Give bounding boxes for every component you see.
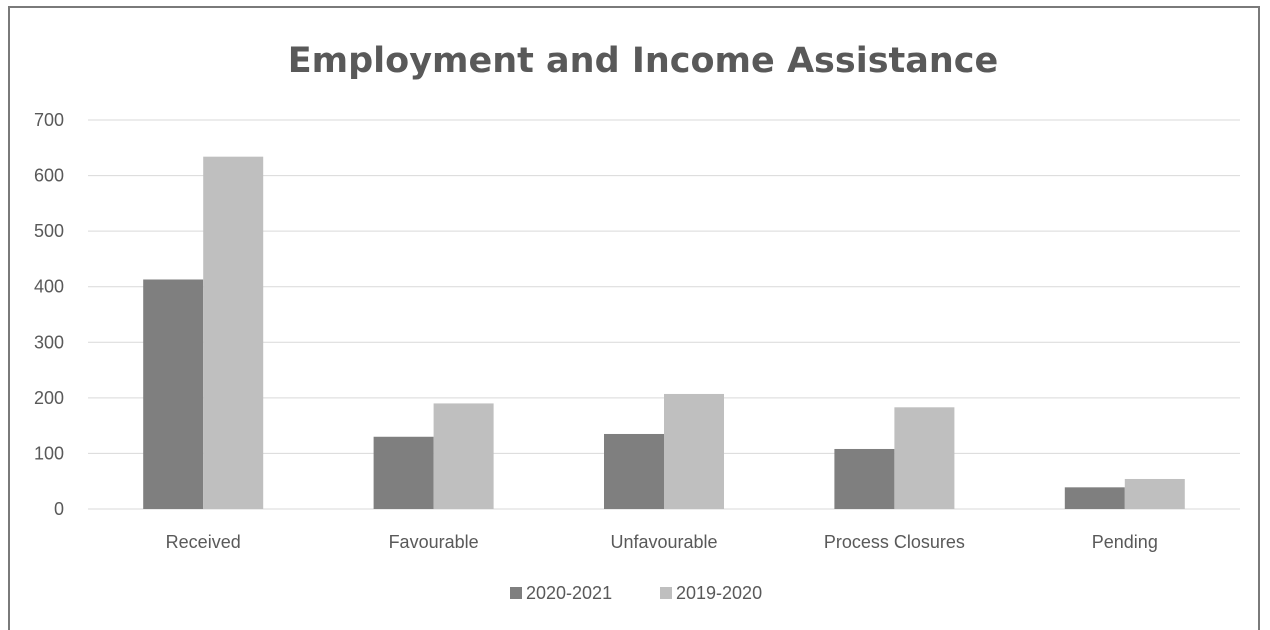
bar-favourable-2020-2021 bbox=[373, 436, 434, 509]
bar-pending-2019-2020 bbox=[1124, 478, 1185, 509]
y-tick-label: 0 bbox=[54, 499, 64, 519]
y-tick-label: 400 bbox=[34, 277, 64, 297]
y-tick-label: 200 bbox=[34, 388, 64, 408]
y-tick-label: 500 bbox=[34, 221, 64, 241]
bar-pending-2020-2021 bbox=[1064, 487, 1125, 509]
bar-received-2019-2020 bbox=[203, 156, 264, 510]
y-tick-label: 300 bbox=[34, 332, 64, 352]
y-tick-label: 600 bbox=[34, 166, 64, 186]
legend: 2020-2021 2019-2020 bbox=[510, 583, 762, 603]
category-label: Process Closures bbox=[824, 532, 965, 552]
y-tick-label: 700 bbox=[34, 110, 64, 130]
bar-process-closures-2020-2021 bbox=[834, 448, 895, 509]
legend-swatch-2020-2021 bbox=[510, 587, 522, 599]
bars bbox=[143, 156, 1185, 510]
bar-unfavourable-2020-2021 bbox=[604, 433, 664, 509]
legend-label: 2019-2020 bbox=[676, 583, 762, 603]
y-tick-label: 100 bbox=[34, 443, 64, 463]
category-label: Pending bbox=[1092, 532, 1158, 552]
category-label: Favourable bbox=[389, 532, 479, 552]
bar-favourable-2019-2020 bbox=[433, 403, 494, 509]
bar-received-2020-2021 bbox=[143, 279, 204, 509]
x-axis-categories: Received Favourable Unfavourable Process Cl… bbox=[166, 532, 1158, 552]
category-label: Unfavourable bbox=[610, 532, 717, 552]
bar-process-closures-2019-2020 bbox=[894, 407, 955, 509]
legend-label: 2020-2021 bbox=[526, 583, 612, 603]
y-axis-ticks: 0 100 200 300 400 500 600 700 bbox=[34, 110, 64, 519]
bar-unfavourable-2019-2020 bbox=[664, 393, 724, 509]
category-label: Received bbox=[166, 532, 241, 552]
chart-title: Employment and Income Assistance bbox=[288, 41, 999, 81]
legend-swatch-2019-2020 bbox=[660, 587, 672, 599]
